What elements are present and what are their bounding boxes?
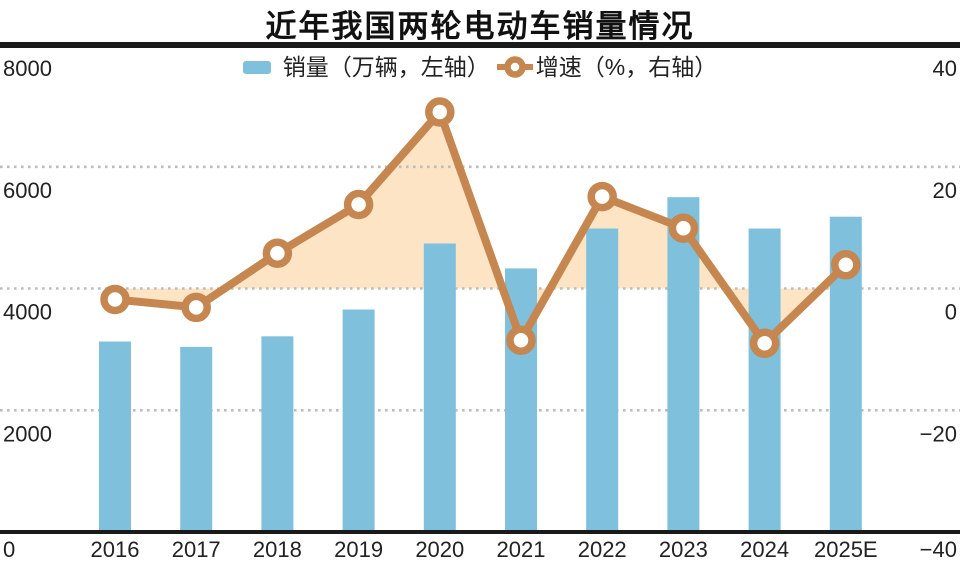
growth-line <box>111 108 850 348</box>
growth-marker-2017 <box>181 292 211 323</box>
x-axis-label-2021: 2021 <box>497 537 546 562</box>
sales-bar-2020 <box>423 243 456 534</box>
left-axis-tick-4000: 4000 <box>3 300 52 325</box>
sales-bar-2019 <box>342 309 375 534</box>
sales-legend-label: 销量（万辆，左轴） <box>282 54 490 80</box>
sales-bar-2023 <box>667 197 700 534</box>
chart-legend: 销量（万辆，左轴） 增速（%，右轴） <box>0 54 960 80</box>
x-axis-label-2024: 2024 <box>740 537 789 562</box>
x-axis-label-2017: 2017 <box>172 537 221 562</box>
growth-marker-2021 <box>506 325 536 355</box>
chart-title: 近年我国两轮电动车销量情况 <box>265 9 695 44</box>
right-axis-tick--20: −20 <box>920 421 957 446</box>
title-divider-rule <box>0 42 960 48</box>
x-axis-label-2022: 2022 <box>578 537 627 562</box>
right-axis-tick-20: 20 <box>933 178 957 203</box>
right-axis-tick-40: 40 <box>933 56 957 81</box>
x-axis-label-2016: 2016 <box>91 537 140 562</box>
left-axis-tick-0: 0 <box>3 537 15 562</box>
x-axis-label-2018: 2018 <box>253 537 302 562</box>
left-axis-tick-8000: 8000 <box>3 56 52 81</box>
x-axis-label-2019: 2019 <box>334 537 383 562</box>
sales-bar-2022 <box>586 228 619 534</box>
growth-marker-2022 <box>587 181 617 212</box>
sales-bar-2024 <box>748 228 781 534</box>
left-axis-tick-6000: 6000 <box>3 178 52 203</box>
sales-bar-2017 <box>180 346 213 534</box>
growth-marker-2023 <box>668 213 699 243</box>
growth-marker-2019 <box>343 189 374 220</box>
growth-legend-marker-icon <box>496 56 533 78</box>
growth-marker-2024 <box>749 328 780 359</box>
bottom-axis-rule <box>0 530 960 534</box>
growth-marker-2016 <box>100 284 130 315</box>
sales-bar-2016 <box>99 341 131 534</box>
left-axis-tick-2000: 2000 <box>3 421 52 446</box>
growth-legend-label: 增速（%，右轴） <box>535 54 718 80</box>
x-axis-label-2023: 2023 <box>659 537 708 562</box>
growth-marker-2018 <box>262 238 293 268</box>
right-axis-tick-0: 0 <box>945 300 957 325</box>
sales-bar-2018 <box>261 336 294 534</box>
growth-marker-2020 <box>425 97 455 127</box>
x-axis-label-2025E: 2025E <box>814 537 878 562</box>
x-axis-label-2020: 2020 <box>415 537 464 562</box>
growth-marker-2025E <box>831 250 861 280</box>
sales-legend-swatch-icon <box>242 60 271 74</box>
right-axis-tick--40: −40 <box>920 537 957 562</box>
